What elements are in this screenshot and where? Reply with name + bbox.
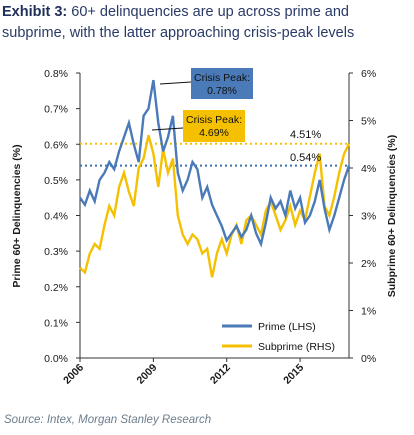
subprime-peak-callout [183, 110, 245, 142]
chart-legend: Prime (LHS) Subprime (RHS) [222, 321, 335, 353]
right-axis-tick-label: 5% [361, 116, 376, 128]
subprime-current-label: 4.51% [290, 129, 321, 141]
left-axis-tick-label: 0.8% [44, 68, 68, 80]
exhibit-title-text: 60+ delinquencies are up across prime an… [2, 4, 355, 41]
x-axis-tick-label: 2009 [134, 362, 159, 387]
prime-current-label: 0.54% [290, 152, 321, 164]
prime-peak-label: Crisis Peak: [194, 72, 250, 84]
left-axis-tick-label: 0.4% [44, 211, 68, 223]
left-axis-tick-label: 0.0% [44, 353, 68, 365]
prime-series-line [79, 79, 351, 248]
right-axis-tick-label: 2% [361, 258, 376, 270]
left-axis-tick-label: 0.3% [44, 246, 68, 258]
left-axis-ticks: 0.0% 0.1% 0.2% 0.3% 0.4% 0.5% 0.6% 0.7% 0.8% [44, 68, 80, 365]
subprime-peak-value: 4.69% [199, 127, 229, 139]
x-axis-tick-label: 2015 [281, 362, 306, 387]
source-note: Source: Intex, Morgan Stanley Research [4, 414, 212, 426]
x-axis-tick-label: 2006 [61, 362, 86, 387]
x-axis-tick-label: 2012 [208, 362, 233, 387]
right-axis-label: Subprime 60+ Delinquencies (%) [386, 135, 398, 298]
right-axis-tick-label: 6% [361, 68, 376, 80]
subprime-peak-label: Crisis Peak: [186, 114, 242, 126]
right-axis-tick-label: 1% [361, 306, 376, 318]
prime-peak-value: 0.78% [207, 85, 237, 97]
left-axis-tick-label: 0.7% [44, 104, 68, 116]
left-axis-label: Prime 60+ Delinquencies (%) [11, 144, 23, 287]
legend-subprime-label: Subprime (RHS) [258, 341, 335, 353]
right-axis-tick-label: 4% [361, 163, 376, 175]
right-axis-ticks: 0% 1% 2% 3% 4% 5% 6% [349, 68, 376, 365]
delinquency-chart: 0.0% 0.1% 0.2% 0.3% 0.4% 0.5% 0.6% 0.7% 0.8% 0% 1… [11, 68, 398, 387]
right-axis-tick-label: 3% [361, 211, 376, 223]
legend-prime-label: Prime (LHS) [258, 321, 316, 333]
subprime-peak-arrow [151, 127, 184, 131]
prime-peak-arrow [159, 81, 192, 85]
x-axis-ticks: 2006 2009 2012 2015 [61, 358, 306, 387]
left-axis-tick-label: 0.1% [44, 317, 68, 329]
right-axis-tick-label: 0% [361, 353, 376, 365]
exhibit-number: Exhibit 3: [2, 4, 68, 20]
left-axis-tick-label: 0.2% [44, 282, 68, 294]
left-axis-tick-label: 0.5% [44, 175, 68, 187]
left-axis-tick-label: 0.6% [44, 139, 68, 151]
prime-peak-callout [191, 68, 253, 99]
exhibit-title: Exhibit 3: 60+ delinquencies are up acro… [2, 2, 412, 44]
